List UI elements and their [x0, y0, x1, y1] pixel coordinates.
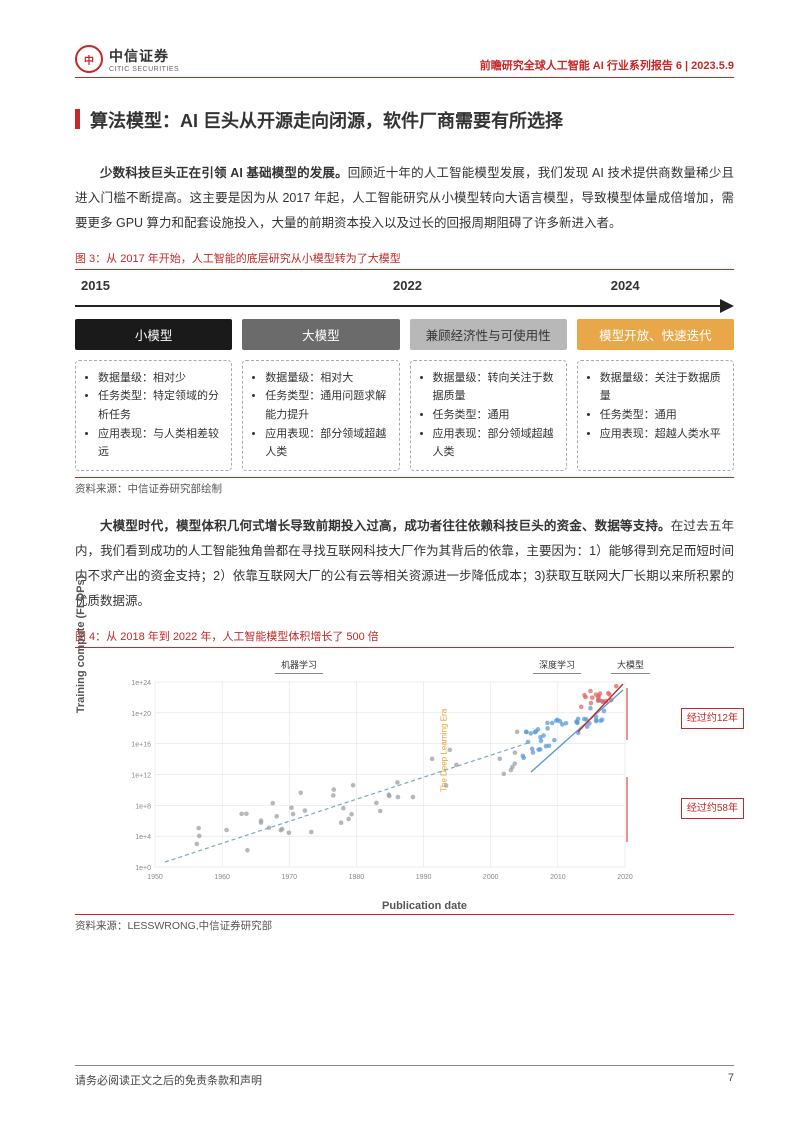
stage-bullet: 应用表现：与人类相差较远: [98, 425, 221, 462]
figure4-caption: 图 4：从 2018 年到 2022 年，人工智能模型体积增长了 500 倍: [75, 628, 734, 648]
stage-body: 数据量级：相对少任务类型：特定领域的分析任务应用表现：与人类相差较远: [75, 360, 232, 471]
stage-bullet: 数据量级：转向关注于数据质量: [433, 369, 556, 406]
page-number: 7: [728, 1072, 734, 1088]
svg-text:1980: 1980: [349, 874, 365, 881]
svg-text:2010: 2010: [550, 874, 566, 881]
page-footer: 请务必阅读正文之后的免责条款和声明 7: [75, 1065, 734, 1088]
scatter-chart: Training compute (FLOPs) Publication dat…: [115, 656, 734, 896]
timeline-diagram: 201520222024 小模型大模型兼顾经济性与可使用性模型开放、快速迭代 数…: [75, 278, 734, 471]
svg-text:1e+12: 1e+12: [131, 773, 151, 780]
stage-bullet: 数据量级：关注于数据质量: [600, 369, 723, 406]
logo-en: CITIC SECURITIES: [109, 66, 179, 73]
timeline-year: 2015: [81, 278, 299, 293]
stage-body: 数据量级：关注于数据质量任务类型：通用应用表现：超越人类水平: [577, 360, 734, 471]
logo: 中 中信证券 CITIC SECURITIES: [75, 45, 179, 73]
logo-cn: 中信证券: [109, 46, 179, 66]
stage-bullet: 任务类型：特定领域的分析任务: [98, 387, 221, 424]
stage-bullet: 应用表现：部分领域超越人类: [433, 425, 556, 462]
footer-disclaimer: 请务必阅读正文之后的免责条款和声明: [75, 1072, 262, 1088]
stage-bullet: 数据量级：相对少: [98, 369, 221, 388]
svg-text:1e+16: 1e+16: [131, 742, 151, 749]
header-subtitle: 前瞻研究全球人工智能 AI 行业系列报告 6 | 2023.5.9: [480, 57, 734, 73]
page-header: 中 中信证券 CITIC SECURITIES 前瞻研究全球人工智能 AI 行业…: [75, 45, 734, 78]
timeline-arrow: [75, 301, 734, 311]
stage-bullet: 任务类型：通用问题求解能力提升: [265, 387, 388, 424]
timeline-year: 2022: [299, 278, 517, 293]
para1-bold: 少数科技巨头正在引领 AI 基础模型的发展。: [100, 166, 348, 180]
title-text: 算法模型：AI 巨头从开源走向闭源，软件厂商需要有所选择: [90, 106, 563, 137]
stage-body: 数据量级：转向关注于数据质量任务类型：通用应用表现：部分领域超越人类: [410, 360, 567, 471]
section-title: 算法模型：AI 巨头从开源走向闭源，软件厂商需要有所选择: [75, 106, 734, 137]
svg-text:1970: 1970: [281, 874, 297, 881]
stage-bullet: 应用表现：超越人类水平: [600, 425, 723, 444]
stage-bodies: 数据量级：相对少任务类型：特定领域的分析任务应用表现：与人类相差较远数据量级：相…: [75, 360, 734, 471]
stage-bullet: 数据量级：相对大: [265, 369, 388, 388]
callout-2: 经过约58年: [681, 798, 744, 819]
svg-text:The Deep Learning Era: The Deep Learning Era: [439, 708, 448, 792]
svg-text:2020: 2020: [617, 874, 633, 881]
callout-1: 经过约12年: [681, 708, 744, 729]
svg-text:1e+24: 1e+24: [131, 680, 151, 687]
stage-head: 模型开放、快速迭代: [577, 319, 734, 350]
paragraph-2: 大模型时代，模型体积几何式增长导致前期投入过高，成功者往往依赖科技巨头的资金、数…: [75, 514, 734, 614]
timeline-year: 2024: [516, 278, 734, 293]
stage-body: 数据量级：相对大任务类型：通用问题求解能力提升应用表现：部分领域超越人类: [242, 360, 399, 471]
x-axis-label: Publication date: [382, 900, 467, 912]
stage-head: 大模型: [242, 319, 399, 350]
figure4-source: 资料来源：LESSWRONG,中信证券研究部: [75, 914, 734, 933]
logo-icon: 中: [75, 45, 103, 73]
svg-text:1e+8: 1e+8: [135, 803, 151, 810]
scatter-svg: 1e+24 1e+20 1e+16 1e+12 1e+8 1e+4 1e+0 1950 1960…: [115, 662, 675, 892]
svg-text:1960: 1960: [214, 874, 230, 881]
svg-text:1e+4: 1e+4: [135, 834, 151, 841]
svg-text:1e+0: 1e+0: [135, 865, 151, 872]
stage-bullet: 应用表现：部分领域超越人类: [265, 425, 388, 462]
stage-bullet: 任务类型：通用: [433, 406, 556, 425]
svg-text:2000: 2000: [483, 874, 499, 881]
y-axis-label: Training compute (FLOPs): [75, 576, 87, 714]
stage-head: 兼顾经济性与可使用性: [410, 319, 567, 350]
accent-bar: [75, 109, 80, 129]
figure3-caption: 图 3：从 2017 年开始，人工智能的底层研究从小模型转为了大模型: [75, 250, 734, 270]
para2-bold: 大模型时代，模型体积几何式增长导致前期投入过高，成功者往往依赖科技巨头的资金、数…: [100, 519, 671, 533]
svg-text:1e+20: 1e+20: [131, 711, 151, 718]
figure3-source: 资料来源：中信证券研究部绘制: [75, 477, 734, 496]
stage-head: 小模型: [75, 319, 232, 350]
svg-text:1950: 1950: [147, 874, 163, 881]
stage-headers: 小模型大模型兼顾经济性与可使用性模型开放、快速迭代: [75, 319, 734, 350]
svg-text:1990: 1990: [416, 874, 432, 881]
paragraph-1: 少数科技巨头正在引领 AI 基础模型的发展。回顾近十年的人工智能模型发展，我们发…: [75, 161, 734, 236]
timeline-years: 201520222024: [75, 278, 734, 293]
stage-bullet: 任务类型：通用: [600, 406, 723, 425]
